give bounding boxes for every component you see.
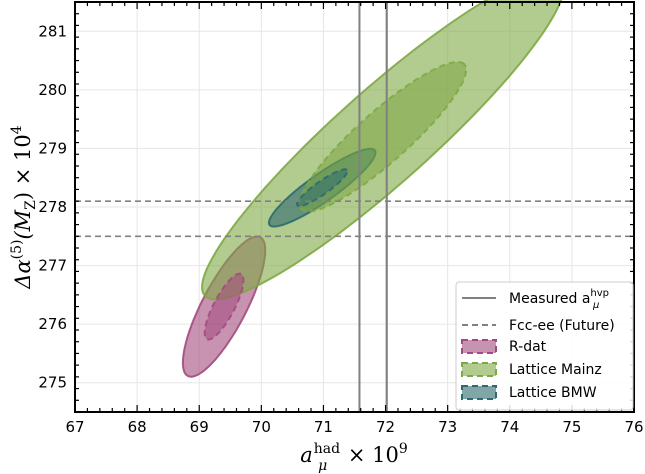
- y-axis-title-sub: Z: [23, 200, 39, 210]
- y-axis-title: Δα(5)(MZ) × 104: [9, 125, 39, 290]
- y-axis-title-mid: (M: [11, 209, 35, 239]
- y-axis-title-exp: 4: [9, 125, 25, 134]
- y-tick-label: 280: [38, 81, 67, 99]
- legend: Measured ahvp μ Fcc-ee (Future) R-dat Lat…: [455, 281, 634, 411]
- ellipses: [181, 0, 563, 378]
- x-tick-label: 73: [438, 418, 457, 436]
- x-tick-label: 70: [252, 418, 271, 436]
- x-tick-label: 68: [128, 418, 147, 436]
- y-axis-title-sup: (5): [9, 240, 25, 260]
- y-tick-label: 278: [38, 198, 67, 216]
- x-axis-title-exp: 9: [399, 441, 408, 457]
- legend-rdat-swatch: [461, 339, 497, 354]
- legend-mainz-label: Lattice Mainz: [509, 362, 602, 378]
- r-dat-inner-ellipse: [203, 272, 245, 341]
- tick-labels: 67 68 69 70 71 72 73 74 75 76 275 276 277 278 279 280 28…: [38, 22, 643, 436]
- x-axis-title: ahad μ × 109: [300, 441, 408, 474]
- legend-measured-sup: hvp: [590, 288, 609, 299]
- x-tick-label: 71: [314, 418, 333, 436]
- x-tick-label: 69: [190, 418, 209, 436]
- x-tick-label: 74: [500, 418, 519, 436]
- x-tick-label: 72: [376, 418, 395, 436]
- legend-frame: [455, 281, 634, 411]
- x-tick-label: 75: [562, 418, 581, 436]
- legend-mainz-swatch: [461, 362, 497, 377]
- y-axis-title-main: Δα: [11, 259, 35, 289]
- plot-frame: [74, 1, 635, 413]
- legend-measured-label: Measured ahvp μ: [509, 288, 609, 311]
- reference-lines: [75, 2, 634, 412]
- x-tick-label: 76: [624, 418, 643, 436]
- x-axis-title-rest: × 10: [341, 443, 399, 467]
- x-axis-title-main: a: [300, 443, 313, 467]
- y-tick-label: 277: [38, 257, 67, 275]
- y-axis-title-rest: ) × 10: [11, 134, 35, 200]
- legend-measured-main: Measured a: [509, 291, 590, 307]
- legend-measured-sub: μ: [592, 300, 599, 311]
- y-tick-label: 275: [38, 374, 67, 392]
- x-axis-title-sub: μ: [318, 458, 327, 474]
- y-tick-label: 281: [38, 22, 67, 40]
- x-axis-title-sup: had: [314, 441, 340, 457]
- y-tick-label: 279: [38, 139, 67, 157]
- y-tick-label: 276: [38, 315, 67, 333]
- x-tick-label: 67: [65, 418, 84, 436]
- legend-bmw-swatch: [461, 385, 497, 400]
- legend-fccee-label: Fcc-ee (Future): [509, 318, 615, 334]
- legend-bmw-label: Lattice BMW: [509, 385, 597, 401]
- legend-rdat-label: R-dat: [509, 339, 547, 355]
- lattice-bmw-inner-ellipse: [296, 168, 349, 207]
